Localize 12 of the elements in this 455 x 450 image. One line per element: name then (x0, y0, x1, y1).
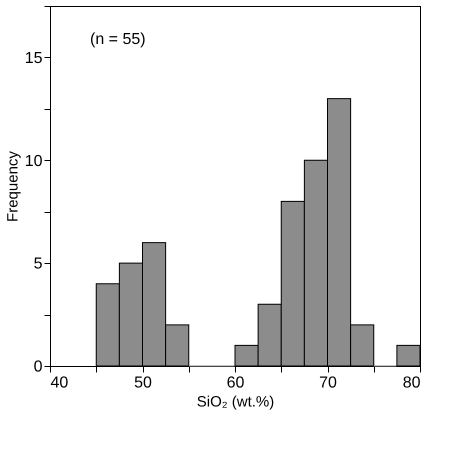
y-tick-label: 10 (24, 152, 43, 170)
y-axis-title: Frequency (4, 150, 22, 222)
x-axis-title: SiO₂ (wt.%) (196, 394, 274, 410)
x-tick-label: 50 (134, 374, 152, 392)
x-tick-label: 80 (402, 374, 421, 392)
x-tick-label: 40 (50, 374, 68, 392)
y-tick-label: 15 (24, 50, 43, 67)
annotation: (n = 55) (90, 31, 146, 48)
x-tick-label: 60 (226, 374, 244, 392)
y-tick-label: 0 (34, 358, 43, 376)
y-tick-label: 5 (34, 256, 43, 273)
x-tick-label: 70 (319, 374, 337, 392)
